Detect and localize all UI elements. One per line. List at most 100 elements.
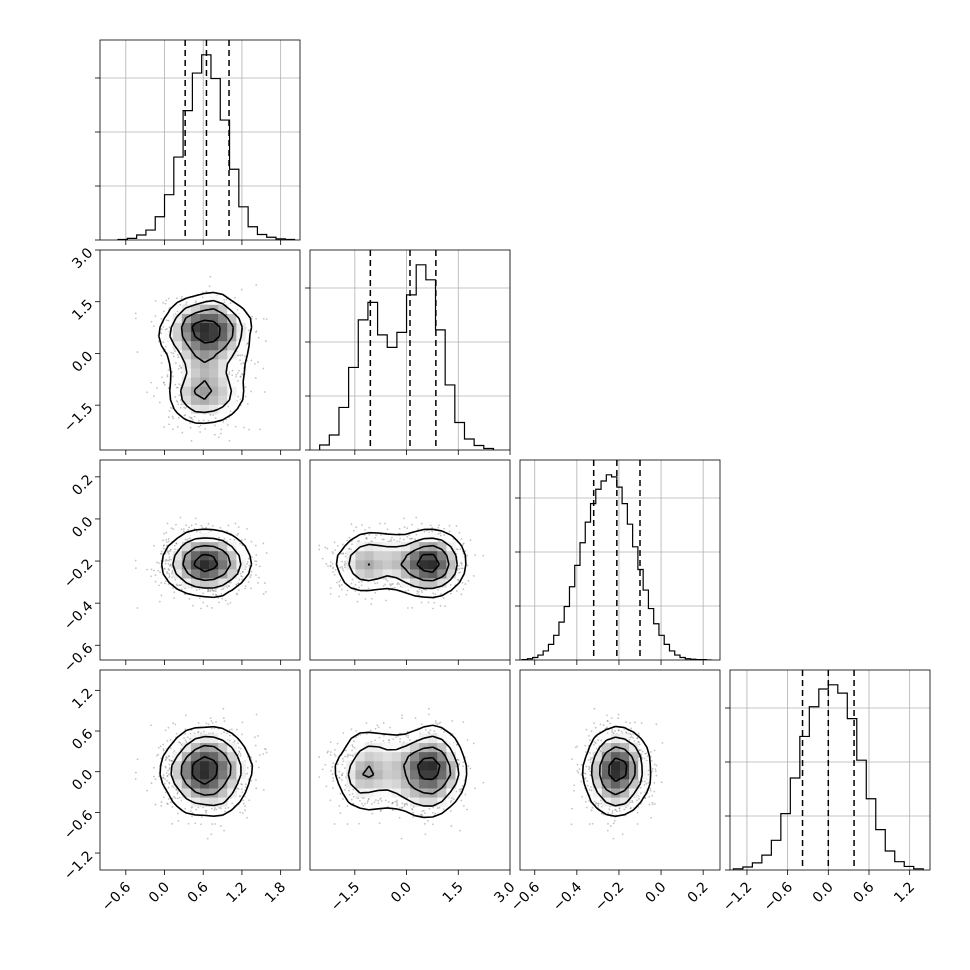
scatter-point [241, 354, 244, 356]
scatter-point [175, 542, 178, 545]
scatter-point [134, 567, 137, 570]
scatter-point [176, 310, 179, 313]
scatter-point [172, 417, 175, 420]
scatter-point [189, 810, 192, 813]
scatter-point [427, 601, 430, 604]
scatter-point [193, 732, 196, 734]
scatter-point [223, 537, 226, 540]
scatter-point [254, 544, 257, 547]
scatter-point [176, 425, 179, 428]
scatter-point [382, 538, 385, 541]
scatter-point [207, 522, 210, 525]
density-cell [181, 350, 192, 360]
scatter-point [460, 562, 463, 564]
scatter-point [180, 403, 183, 406]
contour-line [348, 537, 458, 590]
scatter-point [180, 297, 183, 300]
scatter-point [154, 580, 157, 583]
scatter-point [157, 340, 160, 343]
scatter-point [177, 416, 180, 419]
scatter-point [338, 595, 341, 598]
scatter-point [170, 548, 172, 551]
scatter-point [416, 590, 419, 593]
scatter-point [326, 547, 329, 550]
scatter-point [199, 431, 202, 433]
scatter-point [165, 558, 168, 561]
scatter-point [240, 575, 243, 577]
density-cell [200, 541, 210, 552]
density-cell [437, 560, 447, 570]
scatter-point [439, 534, 442, 537]
scatter-point [160, 550, 163, 553]
scatter-point [171, 572, 174, 575]
scatter-point [194, 517, 197, 520]
panel-frame [309, 459, 511, 661]
contour-line [160, 528, 253, 599]
scatter-point [327, 565, 329, 568]
scatter-point [344, 555, 347, 558]
scatter-point [205, 811, 207, 814]
scatter-point [365, 537, 368, 540]
scatter-point [247, 581, 250, 583]
scatter-point [390, 538, 392, 541]
scatter-point [164, 766, 167, 769]
scatter-point [341, 560, 344, 563]
density-cell [227, 350, 237, 360]
scatter-point [344, 566, 346, 569]
scatter-point [250, 587, 252, 590]
scatter-point [434, 593, 437, 596]
scatter-point [244, 585, 247, 588]
density-cell [437, 550, 447, 561]
density-cell [209, 569, 219, 579]
density-cell [181, 386, 192, 396]
density-cell [227, 560, 237, 570]
scatter-point [179, 406, 182, 409]
scatter-point [168, 763, 171, 766]
scatter-point [213, 727, 216, 730]
scatter-point [174, 383, 177, 386]
scatter-point [200, 607, 202, 610]
density-cell [200, 560, 210, 570]
scatter-point [168, 306, 171, 309]
scatter-point [180, 295, 183, 298]
scatter-point [236, 354, 239, 357]
scatter-point [164, 778, 166, 780]
density-cell [181, 560, 192, 570]
scatter-point [329, 565, 332, 568]
density-cell [227, 304, 237, 314]
density-cell [236, 322, 246, 333]
scatter-point [167, 798, 170, 800]
scatter-point [459, 548, 462, 551]
density-cell [209, 331, 219, 342]
density-cell [419, 560, 429, 570]
scatter-point [164, 580, 167, 583]
scatter-point [162, 776, 165, 779]
scatter-point [355, 526, 358, 529]
scatter-point [212, 414, 214, 416]
scatter-point [161, 553, 163, 555]
scatter-point [179, 741, 182, 744]
scatter-point [195, 589, 198, 591]
scatter-point [321, 557, 324, 560]
scatter-point [193, 415, 196, 418]
scatter-point [156, 387, 158, 389]
scatter-point [407, 589, 410, 592]
scatter-point [215, 808, 218, 811]
scatter-point [474, 554, 477, 556]
density-cell [364, 578, 374, 588]
density-cell [200, 304, 210, 314]
scatter-point [190, 439, 193, 442]
scatter-point [158, 401, 161, 404]
scatter-point [169, 564, 172, 567]
scatter-point [482, 554, 485, 557]
scatter-point [229, 581, 232, 584]
scatter-point [449, 583, 452, 586]
scatter-point [162, 301, 165, 304]
density-cell [172, 560, 183, 570]
scatter-point [220, 588, 223, 591]
density-cell [209, 350, 219, 360]
scatter-point [235, 373, 238, 376]
density-cell [181, 569, 192, 579]
scatter-point [162, 748, 165, 751]
scatter-point [211, 807, 213, 810]
